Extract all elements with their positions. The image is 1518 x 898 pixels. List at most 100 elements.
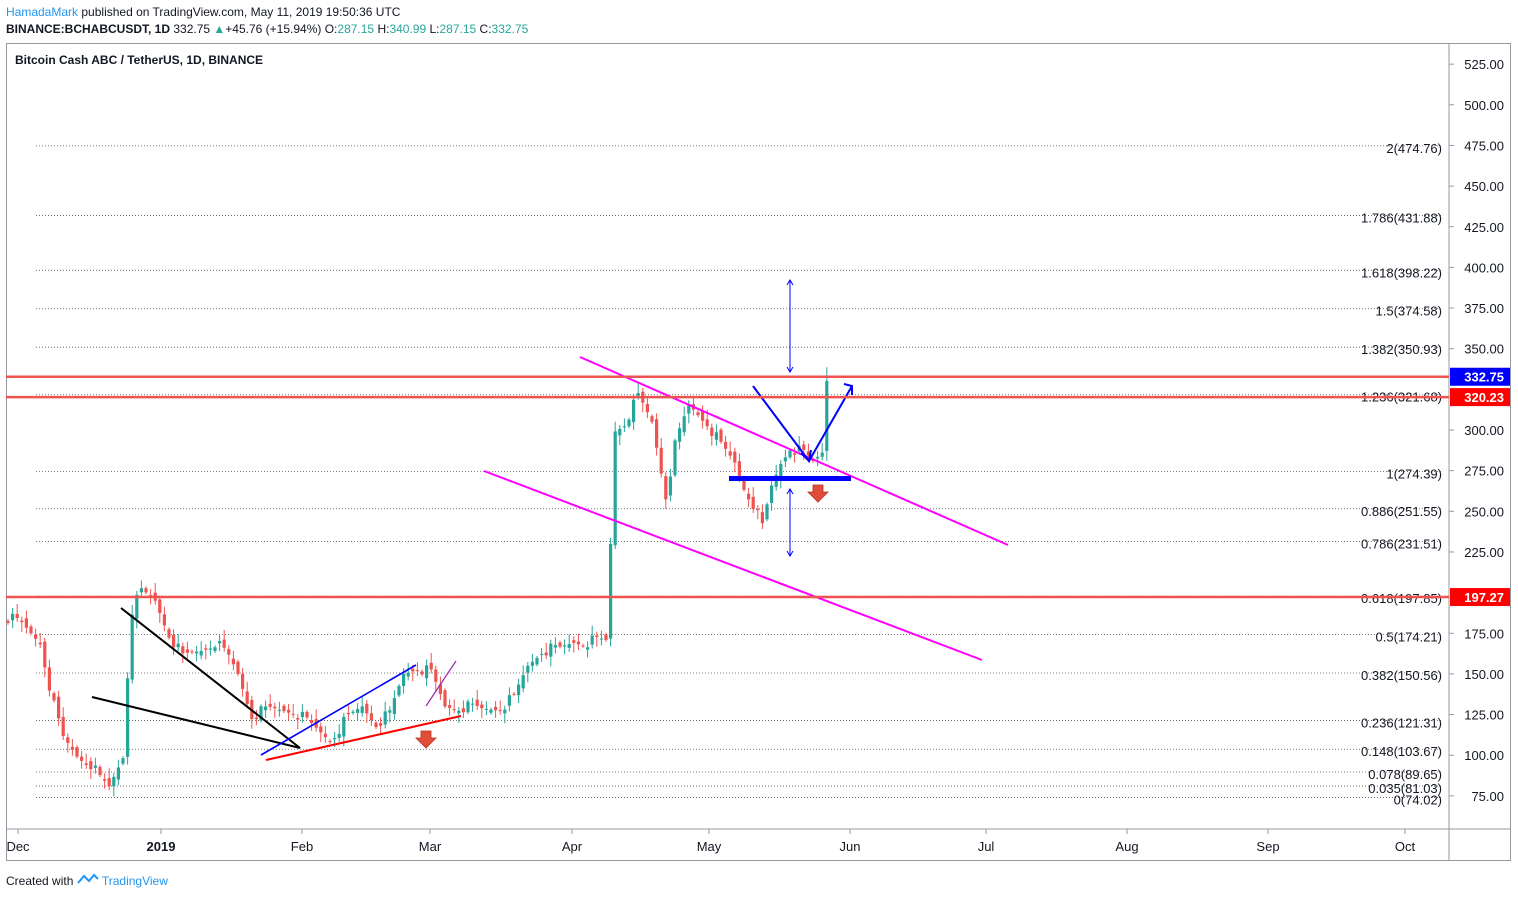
candle-body: [645, 403, 649, 413]
candle-body: [222, 639, 226, 648]
candle-body: [636, 393, 640, 396]
candle-body: [259, 706, 263, 721]
candle-body: [466, 701, 470, 713]
candle-body: [705, 419, 709, 427]
candle-body: [627, 419, 631, 427]
fib-label: 0.886(251.55): [1361, 504, 1442, 519]
candle-body: [425, 665, 429, 679]
candle-body: [438, 684, 442, 695]
candle-body: [517, 684, 521, 696]
candle-body: [89, 761, 93, 770]
candle-body: [379, 723, 383, 726]
candle-body: [52, 693, 56, 701]
publish-info: HamadaMark published on TradingView.com,…: [6, 5, 400, 19]
candle-body: [268, 703, 272, 707]
time-tick-label: Oct: [1395, 839, 1416, 854]
candle-body: [264, 706, 268, 711]
candle-body: [632, 399, 636, 423]
candle-body: [254, 717, 258, 720]
time-tick-label: May: [697, 839, 722, 854]
price-tick-label: 500.00: [1464, 98, 1504, 113]
candle-body: [512, 693, 516, 695]
down-arrow-icon: [415, 730, 437, 749]
measure-arrow-icon: [786, 550, 794, 557]
candle-body: [20, 620, 24, 623]
candle-body: [480, 704, 484, 709]
price-tag: [1450, 388, 1510, 407]
candle-body: [710, 427, 714, 436]
price-tag-label: 320.23: [1464, 390, 1504, 405]
candle-body: [351, 711, 355, 713]
candle-body: [144, 588, 148, 593]
candle-body: [43, 641, 47, 668]
candle-body: [130, 614, 134, 680]
candle-body: [162, 614, 166, 626]
candle-body: [98, 766, 102, 776]
candle-body: [724, 441, 728, 449]
fib-label: 1.786(431.88): [1361, 211, 1442, 226]
candle-body: [751, 496, 755, 510]
tradingview-link[interactable]: TradingView: [101, 874, 168, 888]
candle-body: [503, 709, 507, 714]
price-tick-label: 400.00: [1464, 260, 1504, 275]
candle-body: [733, 451, 737, 463]
candle-body: [558, 642, 562, 647]
candle-body: [204, 648, 208, 650]
candle-body: [195, 651, 199, 654]
candle-body: [719, 429, 723, 442]
candle-body: [802, 444, 806, 450]
candle-body: [107, 778, 111, 787]
candle-body: [296, 717, 300, 720]
candle-body: [443, 690, 447, 707]
candle-body: [655, 419, 659, 448]
arrow-head-icon: [843, 383, 853, 395]
candle-body: [282, 705, 286, 712]
close-value: 332.75: [491, 22, 529, 36]
published-text: published on TradingView.com, May 11, 20…: [81, 5, 401, 19]
candle-body: [208, 648, 212, 650]
candle-body: [415, 670, 419, 672]
price-tick-label: 350.00: [1464, 342, 1504, 357]
support-line-black: [91, 696, 301, 749]
fib-label: 1.618(398.22): [1361, 265, 1442, 280]
change-value: +45.76 (+15.94%): [225, 22, 322, 36]
resistance-line-black: [120, 607, 301, 749]
candle-body: [342, 716, 346, 737]
candle-body: [475, 699, 479, 706]
time-tick-label: Jun: [840, 839, 861, 854]
candle-body: [57, 696, 61, 719]
candle-body: [24, 618, 28, 628]
candle-body: [622, 426, 626, 428]
price-tick-label: 475.00: [1464, 138, 1504, 153]
candle-body: [273, 706, 277, 709]
candle-body: [190, 651, 194, 653]
candle-body: [484, 708, 488, 710]
candle-body: [728, 451, 732, 456]
candle-body: [346, 712, 350, 715]
candle-body: [310, 720, 314, 724]
author-link[interactable]: HamadaMark: [6, 5, 79, 19]
candle-body: [586, 647, 590, 650]
change-arrow-icon: ▲: [213, 22, 226, 36]
candle-body: [590, 635, 594, 645]
candle-body: [765, 504, 769, 520]
candle-body: [760, 512, 764, 524]
high-label: H:: [377, 22, 390, 36]
price-chart[interactable]: Bitcoin Cash ABC / TetherUS, 1D, BINANCE…: [6, 43, 1512, 862]
created-with-label: Created with: [6, 874, 74, 888]
price-tag-label: 332.75: [1464, 370, 1504, 385]
arrow-head-icon: [800, 449, 812, 464]
fib-label: 0.148(103.67): [1361, 744, 1442, 759]
candle-body: [84, 763, 88, 766]
candle-body: [176, 643, 180, 648]
support-zone-blue: [729, 476, 851, 481]
candle-body: [287, 709, 291, 713]
candle-body: [61, 716, 65, 737]
candle-body: [673, 440, 677, 476]
candle-body: [604, 634, 608, 640]
candle-body: [567, 644, 571, 648]
candle-body: [135, 594, 139, 619]
fib-label: 2(474.76): [1386, 141, 1442, 156]
last-price: 332.75: [173, 22, 211, 36]
fib-label: 0.078(89.65): [1368, 767, 1442, 782]
